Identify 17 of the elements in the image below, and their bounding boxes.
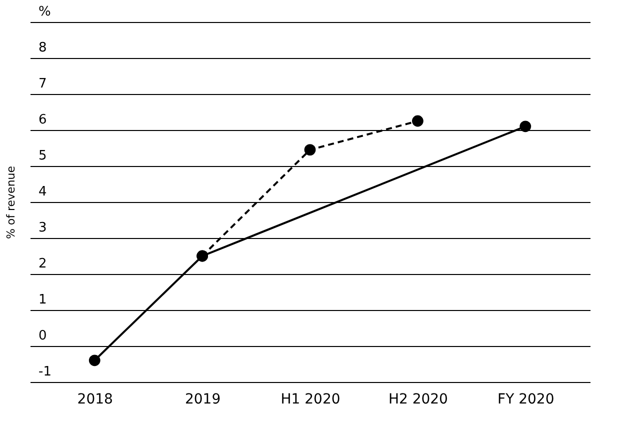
y-tick-label: 7 [38, 76, 47, 92]
y-tick-label: 5 [38, 148, 47, 164]
y-tick-label: -1 [38, 364, 52, 380]
x-tick-label: 2019 [184, 392, 221, 408]
x-tick-label: H1 2020 [280, 392, 340, 408]
y-tick-label: 3 [38, 220, 47, 236]
y-tick-label: % [38, 4, 51, 20]
x-tick-label: 2018 [77, 392, 113, 408]
y-axis-title: % of revenue [4, 166, 18, 240]
x-tick-label: H2 2020 [388, 392, 448, 408]
y-tick-label: 8 [38, 40, 47, 56]
y-tick-label: 2 [38, 256, 47, 272]
y-tick-label: 0 [38, 328, 47, 344]
y-tick-label: 1 [38, 292, 47, 308]
y-tick-label: 4 [38, 184, 47, 200]
x-tick-label: FY 2020 [498, 392, 554, 408]
y-tick-label: 6 [38, 112, 47, 128]
